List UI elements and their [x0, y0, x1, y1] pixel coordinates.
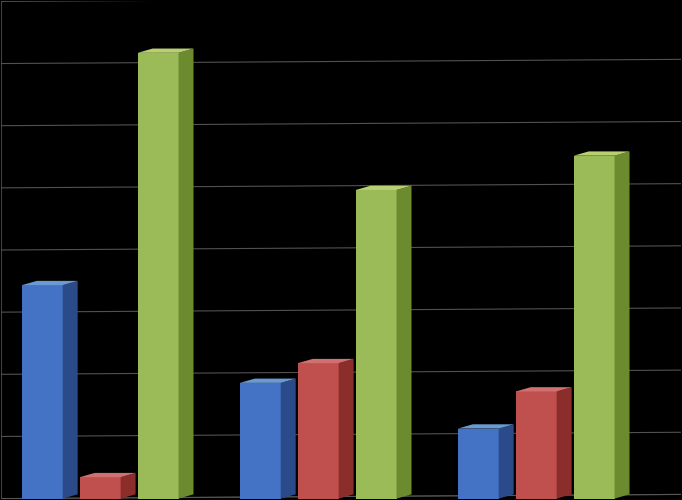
Polygon shape: [458, 424, 514, 428]
Bar: [298, 363, 339, 498]
Bar: [516, 392, 557, 498]
Polygon shape: [80, 473, 136, 477]
Polygon shape: [138, 48, 194, 53]
Polygon shape: [121, 473, 136, 498]
Polygon shape: [281, 378, 296, 498]
Bar: [22, 285, 63, 498]
Polygon shape: [240, 378, 296, 383]
Bar: [574, 156, 614, 498]
Polygon shape: [499, 424, 514, 498]
Bar: [458, 428, 499, 498]
Polygon shape: [355, 186, 411, 190]
Polygon shape: [63, 281, 78, 498]
Polygon shape: [179, 48, 194, 498]
Polygon shape: [339, 359, 353, 498]
Polygon shape: [22, 281, 78, 285]
Polygon shape: [574, 152, 629, 156]
Bar: [355, 190, 396, 498]
Polygon shape: [614, 152, 629, 498]
Polygon shape: [396, 186, 411, 498]
Bar: [80, 477, 121, 498]
Bar: [240, 383, 281, 498]
Bar: [138, 53, 179, 498]
Polygon shape: [557, 387, 572, 498]
Polygon shape: [516, 387, 572, 392]
Polygon shape: [298, 359, 353, 363]
